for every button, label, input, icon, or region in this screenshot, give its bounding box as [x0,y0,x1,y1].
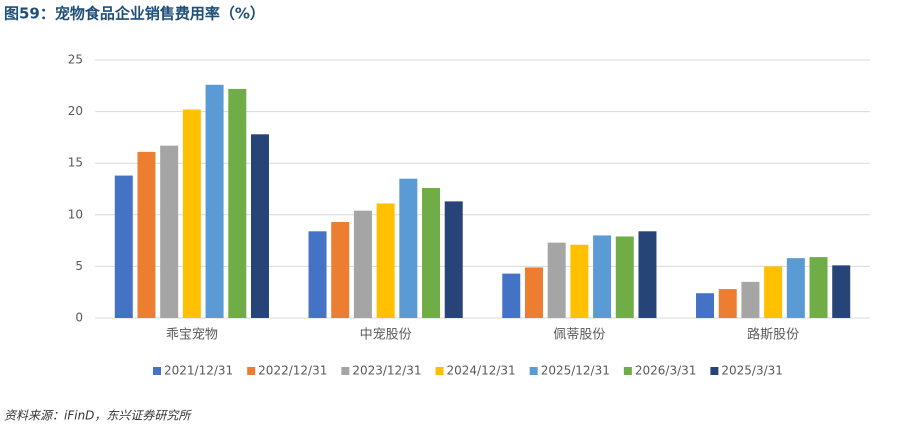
bar [331,222,350,318]
legend-marker [623,367,632,375]
y-tick-label: 10 [68,207,83,221]
bar [399,178,418,318]
bar [114,175,133,318]
bar [547,242,566,318]
x-tick-label: 佩蒂股份 [553,328,605,343]
source-note: 资料来源：iFinD，东兴证券研究所 [4,409,192,423]
bar [832,265,851,318]
bar [502,273,521,318]
bar [809,257,828,318]
legend-marker [247,367,256,375]
legend-marker [153,367,161,375]
legend-marker [529,367,538,375]
bar [444,201,463,318]
legend-label: 2024/12/31 [447,364,516,378]
bar [696,293,715,318]
legend-label: 2023/12/31 [352,364,421,378]
bar [205,84,224,318]
bar [764,266,783,318]
y-tick-label: 25 [68,53,83,67]
bar [353,210,372,318]
legend-label: 2025/12/31 [541,364,610,378]
bar [376,203,395,318]
bar [718,289,737,318]
bar [182,109,201,318]
bar [741,281,760,318]
x-tick-label: 路斯股份 [747,327,799,343]
bar [308,231,327,318]
bar [250,134,269,318]
y-tick-label: 15 [68,156,83,170]
bar [786,258,805,318]
legend-label: 2025/3/31 [721,364,783,378]
legend-marker [710,367,719,375]
legend-marker [341,367,350,375]
chart-title: 图59：宠物食品企业销售费用率（%） [4,5,265,23]
legend-marker [435,367,444,375]
x-tick-label: 乖宝宠物 [166,327,218,343]
y-tick-label: 20 [68,104,83,118]
legend-label: 2021/12/31 [164,364,233,378]
bar [228,88,247,318]
bar [570,244,589,318]
legend-label: 2026/3/31 [635,364,697,378]
x-tick-label: 中宠股份 [360,327,412,343]
bar [615,236,634,318]
bar [422,187,441,318]
bar [160,145,179,318]
legend-label: 2022/12/31 [258,364,327,378]
y-tick-label: 5 [75,259,83,273]
bar [524,267,543,318]
y-tick-label: 0 [75,311,83,325]
bar [638,231,657,318]
bar [593,235,612,318]
bar [137,151,156,318]
